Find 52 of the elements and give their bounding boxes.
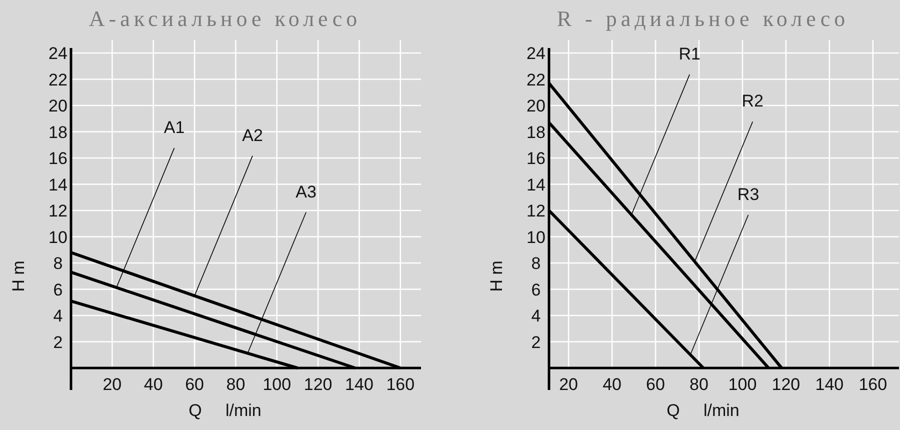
x-tick-label: 20 bbox=[559, 375, 578, 394]
x-tick-label: 120 bbox=[772, 375, 800, 394]
x-tick-label: 60 bbox=[185, 375, 204, 394]
y-axis-title: H m bbox=[487, 260, 506, 292]
y-tick-label: 18 bbox=[526, 122, 546, 142]
y-tick-label: 10 bbox=[48, 228, 68, 247]
x-axis-title: Q l/min bbox=[188, 401, 262, 420]
y-tick-label: 12 bbox=[526, 202, 546, 220]
x-tick-label: 40 bbox=[144, 375, 163, 394]
x-axis-title: Q l/min bbox=[666, 401, 740, 420]
y-tick-label: 6 bbox=[53, 280, 63, 300]
y-tick-label: 20 bbox=[526, 96, 546, 116]
y-tick-label: 12 bbox=[48, 202, 68, 220]
x-tick-label: 120 bbox=[304, 375, 332, 394]
x-tick-label: 160 bbox=[858, 375, 888, 394]
x-tick-label: 20 bbox=[102, 375, 122, 394]
y-tick-label: 24 bbox=[48, 44, 68, 63]
x-tick-label: 80 bbox=[226, 375, 246, 394]
y-tick-label: 20 bbox=[48, 96, 68, 116]
annotation: R2 bbox=[742, 92, 764, 111]
annotation: R1 bbox=[678, 44, 700, 64]
x-tick-label: 140 bbox=[815, 375, 844, 394]
y-tick-label: 8 bbox=[53, 254, 63, 273]
chart-title: А-аксиальное колесо bbox=[88, 6, 362, 31]
x-tick-label: 80 bbox=[690, 375, 708, 394]
y-tick-label: 6 bbox=[531, 280, 541, 300]
x-tick-label: 100 bbox=[262, 375, 292, 394]
y-tick-label: 16 bbox=[48, 149, 68, 168]
x-tick-label: 140 bbox=[345, 375, 374, 394]
x-tick-label: 100 bbox=[728, 375, 757, 394]
y-tick-label: 4 bbox=[531, 306, 541, 326]
y-tick-label: 4 bbox=[53, 306, 63, 326]
x-tick-label: 40 bbox=[602, 375, 622, 394]
chart-title: R - радиальное колесо bbox=[556, 6, 850, 31]
y-tick-label: 16 bbox=[526, 149, 546, 168]
x-tick-label: 160 bbox=[386, 375, 415, 394]
y-tick-label: 18 bbox=[48, 122, 68, 142]
y-tick-label: 14 bbox=[48, 175, 68, 194]
annotation: A3 bbox=[296, 182, 316, 202]
annotation: A1 bbox=[164, 118, 185, 137]
x-tick-label: 60 bbox=[646, 375, 665, 394]
y-tick-label: 22 bbox=[526, 70, 546, 90]
y-tick-label: 8 bbox=[531, 254, 541, 273]
y-tick-label: 22 bbox=[48, 70, 68, 90]
annotation: A2 bbox=[242, 126, 263, 145]
y-axis-title: H m bbox=[9, 260, 28, 292]
annotation: R3 bbox=[737, 184, 760, 204]
y-tick-label: 10 bbox=[526, 228, 546, 247]
y-tick-label: 2 bbox=[531, 332, 541, 352]
y-tick-label: 2 bbox=[53, 332, 63, 352]
y-tick-label: 24 bbox=[526, 44, 546, 63]
y-tick-label: 14 bbox=[526, 175, 546, 194]
